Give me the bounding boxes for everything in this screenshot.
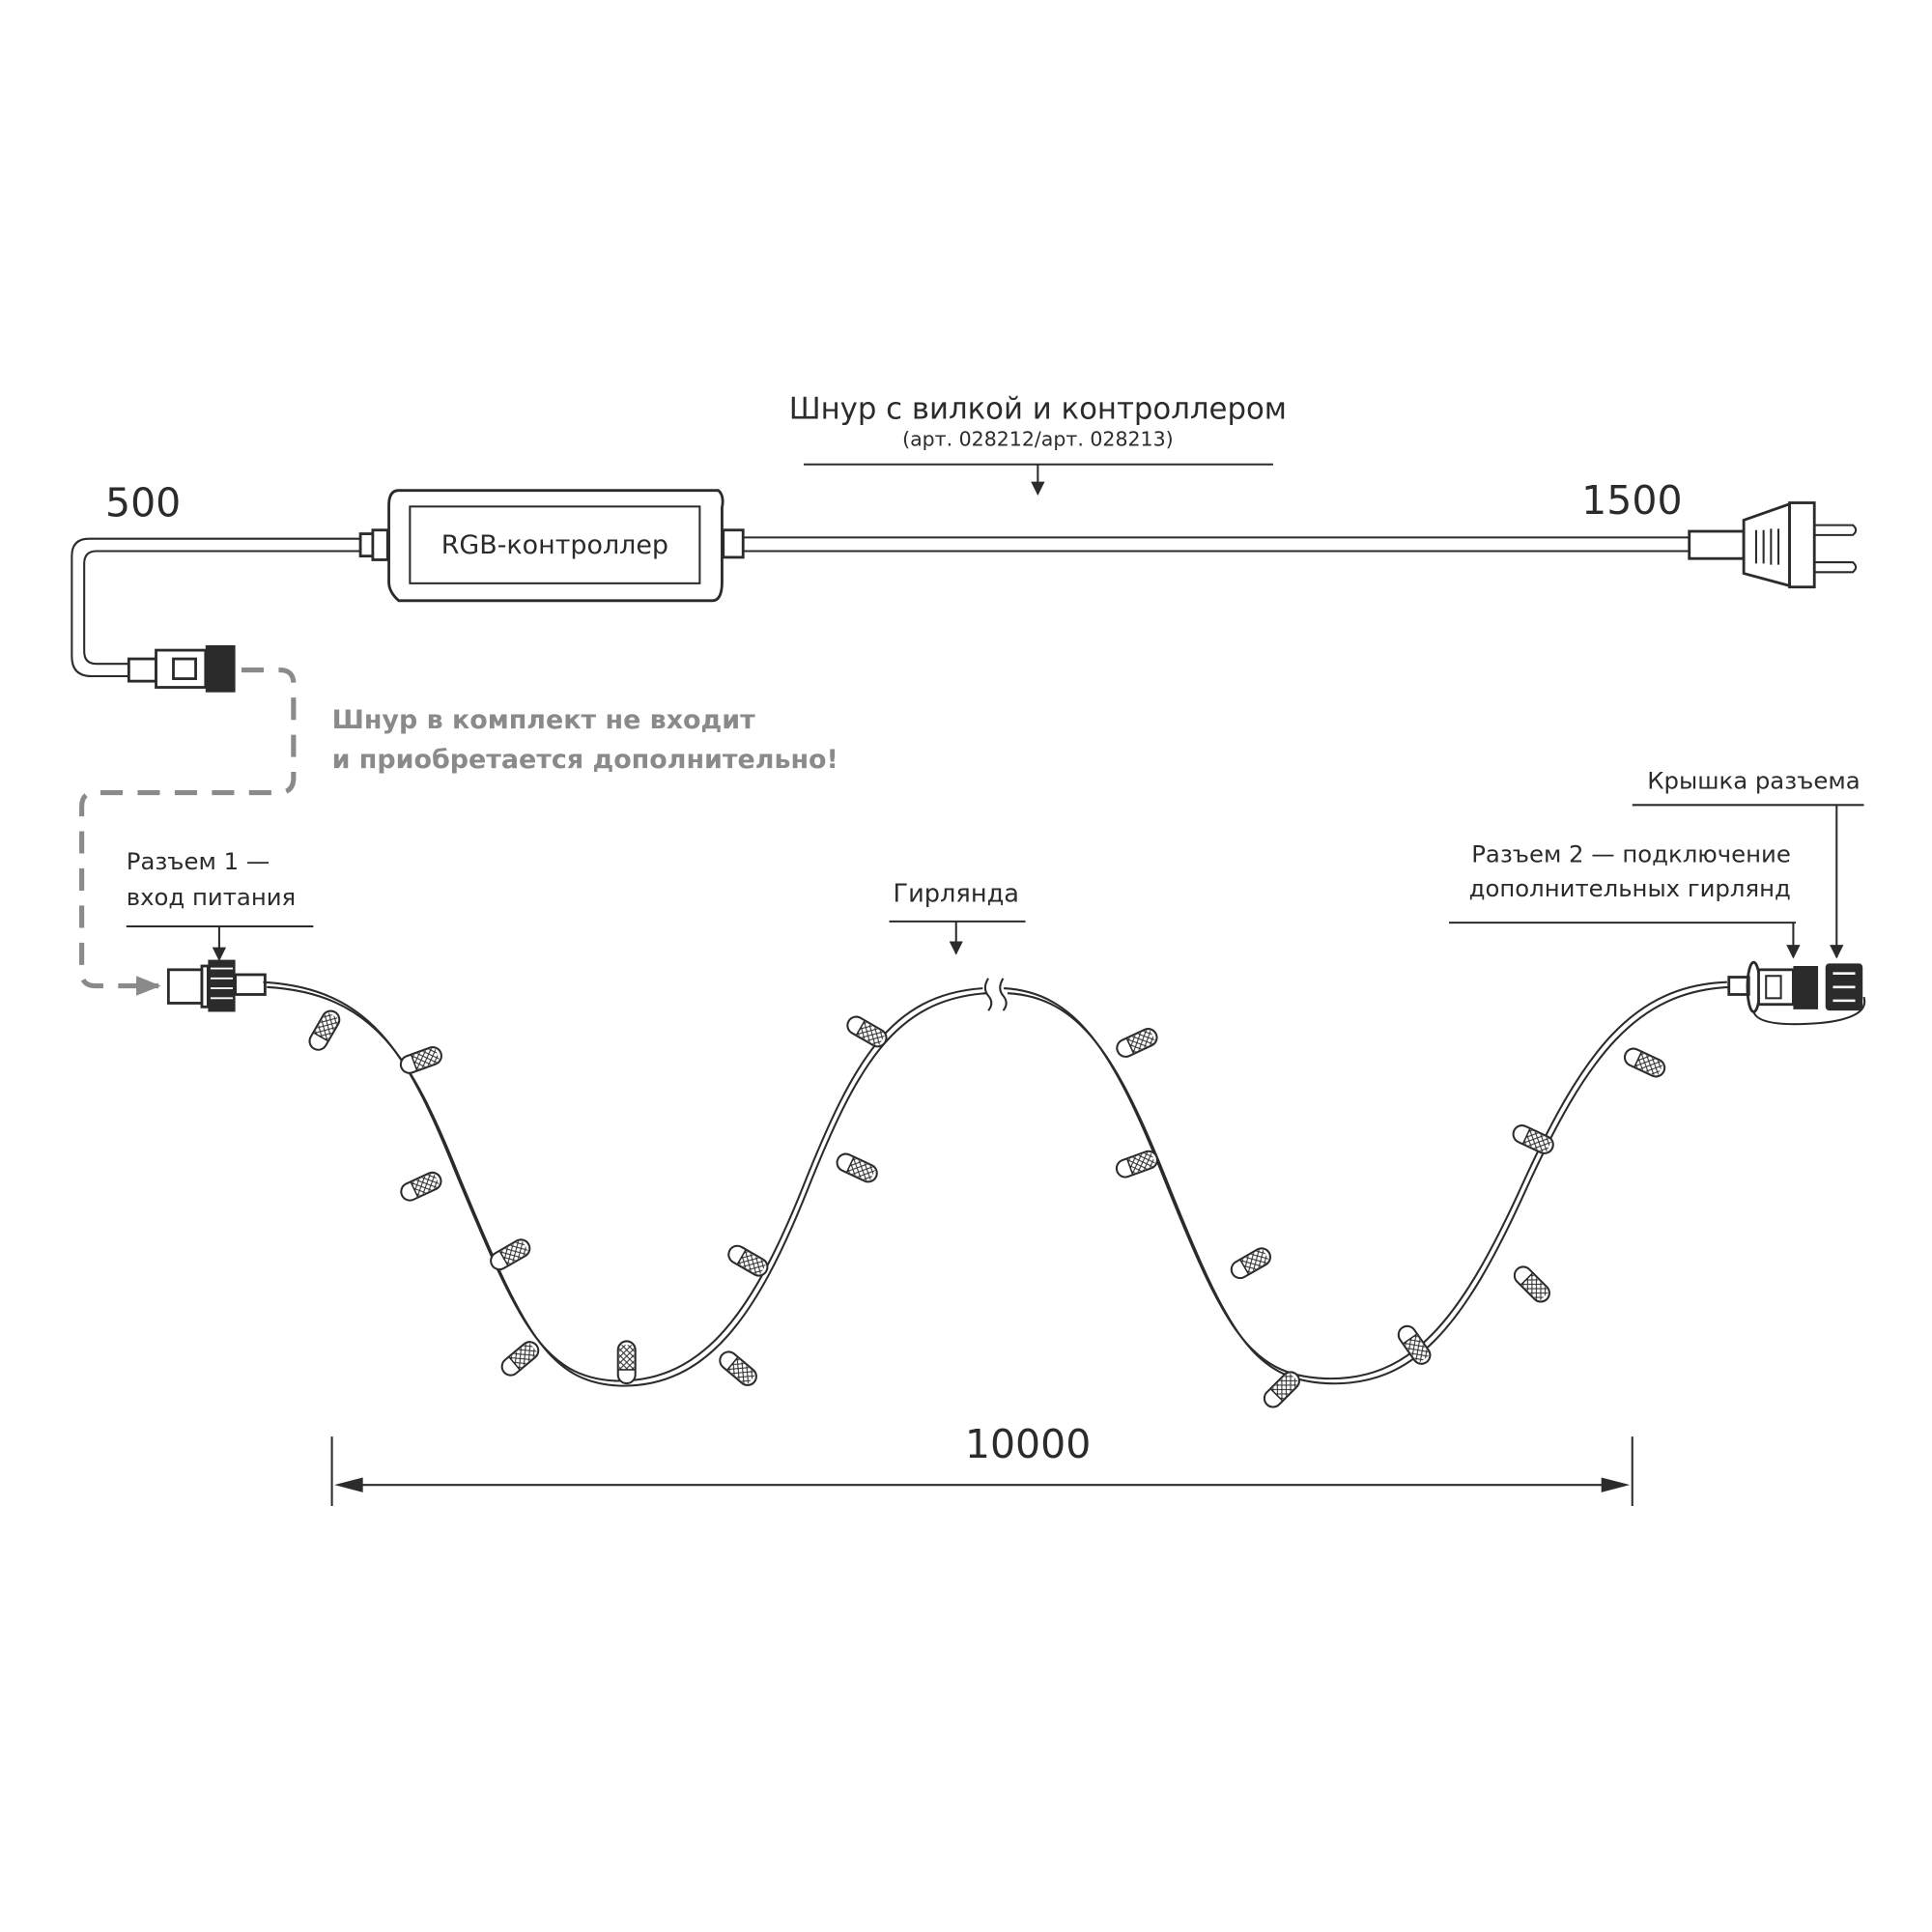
cord-article: (арт. 028212/арт. 028213) [902, 428, 1174, 451]
connector1-label-1: Разъем 1 — [127, 847, 270, 875]
garland-wire [263, 978, 1731, 1387]
connector2-label-2: дополнительных гирлянд [1469, 874, 1791, 902]
wire-break-symbol [983, 978, 1008, 1011]
led-bulb-icon [719, 1350, 757, 1386]
led-bulb-icon [1512, 1124, 1554, 1154]
led-bulb-icon [308, 1009, 341, 1051]
led-bulb-icon [727, 1244, 769, 1277]
led-bulb-icon [1513, 1265, 1550, 1303]
led-bulb-icon [1623, 1047, 1666, 1078]
led-bulb-icon [1263, 1371, 1300, 1408]
led-bulb-icon [846, 1015, 888, 1048]
dimension-arrow-right [1601, 1477, 1631, 1492]
led-bulb-icon [500, 1341, 540, 1377]
cap-label: Крышка разъема [1647, 767, 1860, 795]
led-bulb-icon [1115, 1150, 1158, 1179]
left-length-label: 500 [105, 480, 181, 526]
connector1-label-2: вход питания [127, 883, 296, 911]
led-bulb-icon [616, 1340, 637, 1385]
connector-cap-icon [1825, 963, 1863, 1011]
optional-cord-dashed-line [79, 668, 297, 996]
led-bulb-icon [490, 1238, 531, 1271]
power-plug-icon [722, 501, 1858, 589]
cord-title: Шнур с вилкой и контроллером [789, 391, 1287, 426]
note-line-1: Шнур в комплект не входит [332, 705, 756, 735]
left-cable [71, 537, 362, 678]
garland-strand [1004, 980, 1727, 1380]
right-length-label: 1500 [1581, 477, 1682, 524]
controller-inner-panel [409, 505, 701, 584]
dimension-arrow-left [334, 1477, 363, 1492]
garland-leds [308, 1009, 1666, 1408]
connector2-label-1: Разъем 2 — подключение [1471, 839, 1791, 867]
led-bulb-icon [1116, 1028, 1158, 1058]
garland-strand [1007, 985, 1731, 1385]
right-cable [743, 536, 1692, 553]
garland-label: Гирлянда [893, 879, 1019, 908]
led-bulb-icon [400, 1171, 442, 1202]
rgb-controller [387, 489, 724, 603]
led-bulb-icon [836, 1152, 878, 1183]
note-line-2: и приобретается дополнительно! [332, 745, 838, 775]
led-bulb-icon [399, 1046, 442, 1074]
led-bulb-icon [1397, 1324, 1432, 1365]
garland-strand [267, 985, 987, 1387]
garland-length-label: 10000 [965, 1421, 1091, 1467]
left-cable-connector [127, 528, 389, 693]
led-bulb-icon [1230, 1247, 1271, 1280]
connector2-extension-output [1727, 960, 1866, 1026]
connector1-power-input [166, 959, 267, 1012]
controller-label: RGB-контроллер [441, 530, 668, 560]
